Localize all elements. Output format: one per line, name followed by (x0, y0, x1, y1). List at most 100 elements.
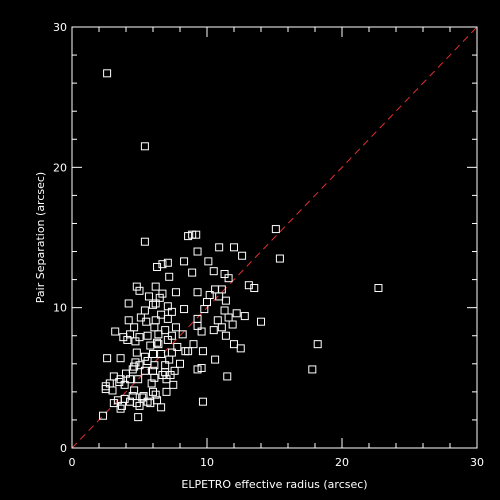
data-point (171, 323, 180, 332)
data-point (193, 321, 202, 330)
data-point (188, 230, 197, 239)
data-point (184, 347, 193, 356)
y-tick-label: 30 (53, 21, 67, 34)
data-point (244, 281, 253, 290)
data-point (122, 369, 130, 378)
data-point (211, 355, 220, 364)
x-tick-label: 0 (69, 456, 76, 469)
data-point (123, 335, 132, 344)
data-point (124, 299, 133, 308)
reference-line-layer (71, 26, 478, 449)
data-point (224, 313, 233, 322)
data-point (232, 309, 241, 318)
data-point (139, 392, 148, 401)
data-point (374, 284, 383, 293)
data-point (171, 288, 180, 297)
data-point (116, 375, 125, 384)
data-point (111, 327, 120, 336)
data-point (180, 305, 189, 314)
data-point (135, 401, 144, 410)
data-point (128, 365, 137, 374)
data-point (308, 365, 317, 374)
data-point (240, 312, 249, 321)
data-point (224, 274, 233, 283)
data-point (140, 306, 149, 315)
data-point (158, 371, 167, 380)
data-point (147, 379, 156, 388)
data-point (108, 386, 117, 395)
data-point (163, 302, 172, 311)
data-point (158, 260, 167, 269)
data-point (154, 330, 163, 339)
data-point (142, 317, 151, 326)
data-point (134, 413, 143, 422)
data-point (215, 243, 224, 252)
data-point (157, 310, 166, 319)
data-point (209, 326, 218, 335)
data-point (120, 380, 129, 389)
y-axis-label: Pair Separation (arcsec) (34, 172, 47, 303)
data-point (166, 371, 175, 380)
data-point (131, 337, 140, 346)
data-point (103, 69, 112, 78)
y-tick-label: 10 (53, 302, 67, 315)
data-point (109, 399, 118, 408)
data-point (169, 380, 178, 389)
data-point (193, 247, 202, 256)
data-point (192, 230, 201, 239)
data-point (155, 293, 164, 302)
data-point (271, 225, 280, 234)
data-point (149, 300, 157, 309)
data-point (165, 355, 174, 364)
data-point (198, 347, 207, 356)
data-point (163, 258, 172, 267)
data-point (217, 323, 226, 332)
data-point (151, 299, 160, 308)
data-point (223, 372, 232, 381)
data-point (116, 404, 125, 413)
data-point (153, 338, 162, 347)
data-point (135, 333, 144, 342)
plot-frame (71, 26, 478, 449)
data-point (126, 375, 135, 384)
data-point (140, 237, 149, 246)
data-point (198, 397, 207, 406)
data-point (189, 340, 198, 349)
x-axis-label: ELPETRO effective radius (arcsec) (181, 478, 367, 491)
data-point (228, 320, 237, 329)
data-point (204, 257, 213, 266)
x-tick-label: 30 (470, 456, 484, 469)
axis-ticks: 0 10 20 30 0 10 20 30 (53, 21, 484, 469)
data-point (99, 411, 108, 420)
data-point (149, 349, 157, 358)
data-point (124, 316, 133, 325)
data-point (193, 365, 202, 374)
data-point (197, 364, 206, 373)
data-point (200, 305, 209, 314)
data-point (257, 317, 265, 326)
data-point (313, 340, 322, 349)
data-point (154, 340, 163, 349)
data-points (99, 69, 383, 422)
x-tick-label: 20 (335, 456, 349, 469)
data-point (275, 254, 284, 263)
data-point (167, 307, 176, 316)
data-point (146, 399, 155, 408)
data-point (157, 349, 166, 358)
data-point (149, 387, 157, 396)
data-point (126, 330, 135, 339)
data-point (158, 289, 167, 298)
data-point (163, 314, 172, 323)
data-point (167, 331, 176, 340)
data-point (117, 401, 126, 410)
data-point (188, 268, 197, 277)
reference-line (71, 26, 478, 449)
data-point (130, 362, 139, 371)
data-point (140, 352, 149, 361)
data-point (153, 262, 162, 271)
data-point (150, 361, 159, 370)
data-point (132, 282, 141, 291)
data-point (162, 387, 171, 396)
